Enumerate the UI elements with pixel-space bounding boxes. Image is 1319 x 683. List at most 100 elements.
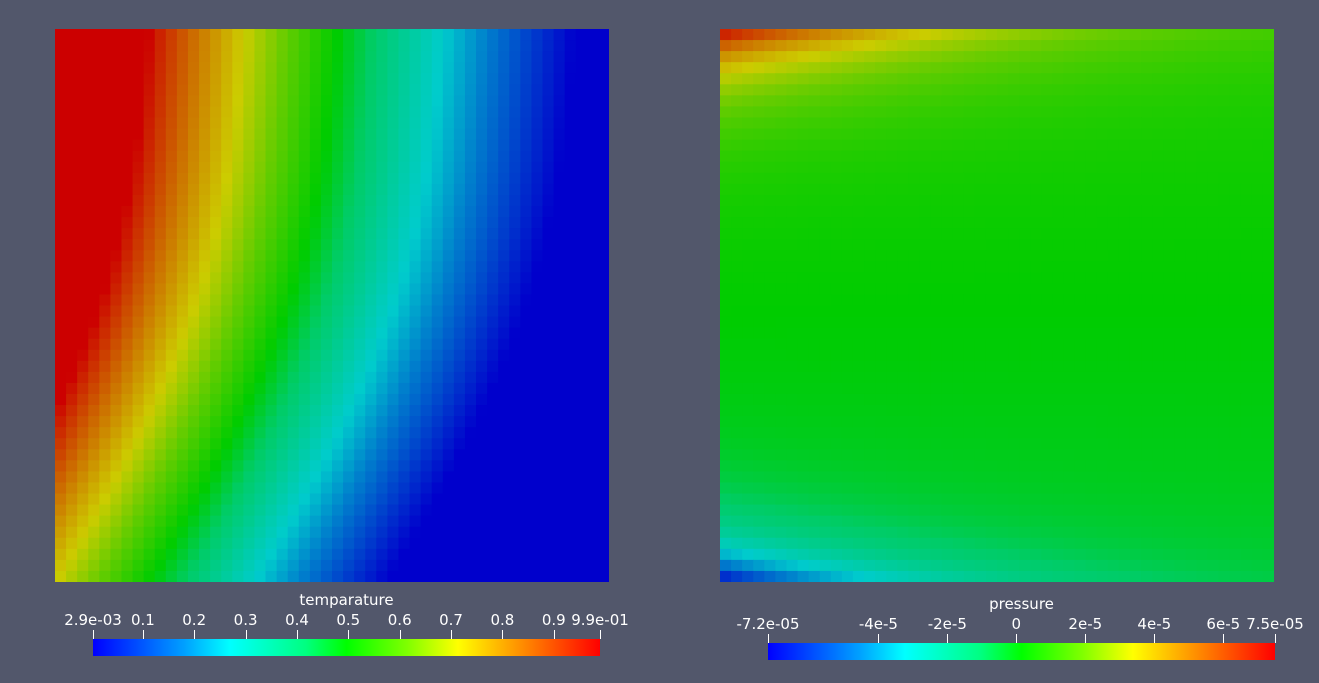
temperature-cell (199, 128, 211, 141)
temperature-cell (542, 405, 555, 417)
pressure-view[interactable]: pressure -7.2e-05 -4e-5 -2e-5 0 2e-5 4e-5 6e-5… (660, 0, 1319, 683)
pressure-cell (775, 239, 788, 251)
temperature-cell (531, 427, 544, 439)
pressure-cell (841, 194, 854, 207)
temperature-cell (343, 504, 355, 517)
temperature-cell (431, 239, 444, 251)
temperature-cell (221, 150, 233, 163)
pressure-cell (742, 217, 754, 229)
pressure-cell (1030, 84, 1042, 96)
pressure-cell (819, 360, 832, 373)
temperature-cell (298, 405, 311, 417)
pressure-cell (1107, 106, 1120, 119)
pressure-cell (731, 405, 743, 417)
pressure-cell (897, 416, 909, 428)
pressure-cell (1019, 261, 1031, 273)
temperature-cell (210, 239, 222, 251)
pressure-cell (864, 449, 876, 461)
temperature-cell (221, 305, 233, 318)
pressure-cell (1196, 228, 1209, 240)
pressure-cell (875, 150, 887, 163)
temperature-cell (121, 283, 134, 296)
temperature-field-plot[interactable] (55, 29, 609, 582)
pressure-cell (985, 526, 998, 539)
pressure-cell (852, 250, 865, 262)
pressure-cell (797, 570, 810, 582)
pressure-cell (1052, 128, 1065, 141)
temperature-cell (564, 161, 577, 174)
temperature-cell (165, 228, 178, 240)
pressure-cell (1174, 117, 1186, 130)
pressure-cell (742, 128, 754, 141)
temperature-cell (453, 493, 466, 506)
temperature-cell (232, 51, 244, 63)
temperature-cell (531, 228, 544, 240)
pressure-cell (720, 416, 732, 428)
pressure-field-plot[interactable] (720, 29, 1274, 582)
pressure-cell (819, 305, 832, 318)
pressure-cell (1074, 239, 1087, 251)
temperature-cell (276, 217, 289, 229)
pressure-cell (1240, 172, 1253, 185)
temperature-cell (132, 338, 145, 351)
temperature-cell (498, 482, 510, 495)
pressure-cell (841, 51, 854, 63)
pressure-cell (1063, 393, 1076, 406)
temperature-heatmap (55, 29, 609, 582)
temperature-cell (221, 283, 233, 296)
temperature-cell (254, 95, 267, 108)
temperature-cell (320, 95, 333, 108)
pressure-cell (1207, 128, 1220, 141)
temperature-cell (409, 62, 422, 74)
temperature-cell (453, 449, 466, 461)
temperature-cell (553, 161, 566, 174)
pressure-cell (974, 526, 987, 539)
pressure-cell (1163, 449, 1175, 461)
pressure-cell (764, 316, 776, 329)
pressure-cell (841, 327, 854, 340)
temperature-cell (453, 51, 466, 63)
pressure-cell (1251, 194, 1264, 207)
temperature-cell (187, 504, 200, 517)
temperature-cell (199, 515, 211, 528)
pressure-cell (875, 360, 887, 373)
pressure-cell (1019, 73, 1031, 85)
temperature-cell (276, 515, 289, 528)
temperature-cell (187, 427, 200, 439)
pressure-cell (1141, 559, 1153, 572)
pressure-cell (1096, 272, 1109, 284)
pressure-cell (1240, 51, 1253, 63)
temperature-cell (121, 526, 134, 539)
temperature-cell (332, 217, 344, 229)
pressure-cell (1085, 283, 1098, 296)
pressure-cell (897, 305, 909, 318)
pressure-cell (897, 438, 909, 450)
pressure-cell (886, 449, 898, 461)
pressure-cell (1262, 29, 1274, 41)
pressure-cell (1041, 261, 1053, 273)
temperature-cell (143, 128, 156, 141)
pressure-cell (1107, 349, 1120, 362)
pressure-cell (775, 504, 788, 517)
pressure-cell (808, 316, 821, 329)
pressure-cell (819, 84, 832, 96)
pressure-cell (908, 128, 921, 141)
temperature-cell (165, 427, 178, 439)
pressure-cell (1174, 261, 1186, 273)
temperature-cell (154, 570, 167, 582)
pressure-cell (1052, 382, 1065, 395)
temperature-cell (343, 117, 355, 130)
temperature-cell (320, 438, 333, 450)
colorbar-tick (502, 630, 504, 639)
pressure-cell (997, 427, 1009, 439)
temperature-cell (254, 360, 267, 373)
pressure-cell (997, 515, 1009, 528)
temperature-cell (542, 250, 555, 262)
temperature-cell (110, 316, 123, 329)
temperature-cell (420, 128, 433, 141)
temperature-view[interactable]: temparature 2.9e-03 0.1 0.2 0.3 0.4 0.5 0.6 0.7… (0, 0, 660, 683)
temperature-cell (332, 493, 344, 506)
temperature-cell (243, 427, 256, 439)
pressure-cell (1118, 548, 1131, 561)
